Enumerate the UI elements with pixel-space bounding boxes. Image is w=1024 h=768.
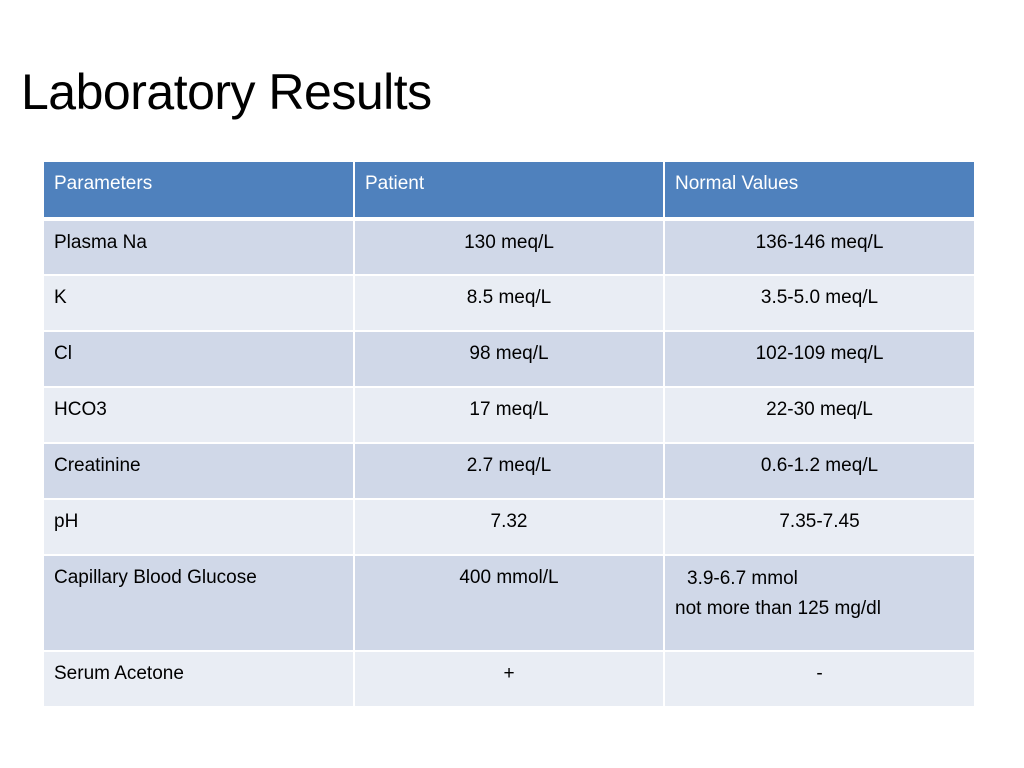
slide-title: Laboratory Results [21,64,432,120]
cell-patient: 17 meq/L [353,386,665,444]
table-row: Creatinine 2.7 meq/L 0.6-1.2 meq/L [42,442,976,500]
cell-normal: 3.9-6.7 mmol not more than 125 mg/dl [663,554,976,652]
table-row: Serum Acetone + - [42,650,976,708]
cell-parameter: Creatinine [42,442,355,500]
cell-patient: 8.5 meq/L [353,274,665,332]
cell-normal: 136-146 meq/L [663,218,976,276]
cell-normal: - [663,650,976,708]
cell-normal: 22-30 meq/L [663,386,976,444]
table-row: HCO3 17 meq/L 22-30 meq/L [42,386,976,444]
cell-normal: 0.6-1.2 meq/L [663,442,976,500]
cell-patient: + [353,650,665,708]
table-header-row: Parameters Patient Normal Values [42,160,976,221]
cell-parameter: Plasma Na [42,218,355,276]
cell-parameter: Capillary Blood Glucose [42,554,355,652]
cell-parameter: Serum Acetone [42,650,355,708]
cell-parameter: Cl [42,330,355,388]
table-row: Cl 98 meq/L 102-109 meq/L [42,330,976,388]
cell-normal: 7.35-7.45 [663,498,976,556]
cell-normal-line1: 3.9-6.7 mmol [687,568,798,589]
header-normal-values: Normal Values [663,160,976,221]
cell-parameter: pH [42,498,355,556]
table-row: K 8.5 meq/L 3.5-5.0 meq/L [42,274,976,332]
header-patient: Patient [353,160,665,221]
cell-normal: 102-109 meq/L [663,330,976,388]
table-row: Plasma Na 130 meq/L 136-146 meq/L [42,218,976,276]
lab-results-table: Parameters Patient Normal Values Plasma … [42,160,976,708]
cell-patient: 130 meq/L [353,218,665,276]
cell-normal-line2: not more than 125 mg/dl [675,598,881,619]
table-row: pH 7.32 7.35-7.45 [42,498,976,556]
cell-normal: 3.5-5.0 meq/L [663,274,976,332]
table-row: Capillary Blood Glucose 400 mmol/L 3.9-6… [42,554,976,652]
cell-patient: 2.7 meq/L [353,442,665,500]
cell-patient: 400 mmol/L [353,554,665,652]
header-parameters: Parameters [42,160,355,221]
cell-patient: 98 meq/L [353,330,665,388]
cell-parameter: K [42,274,355,332]
cell-patient: 7.32 [353,498,665,556]
cell-parameter: HCO3 [42,386,355,444]
